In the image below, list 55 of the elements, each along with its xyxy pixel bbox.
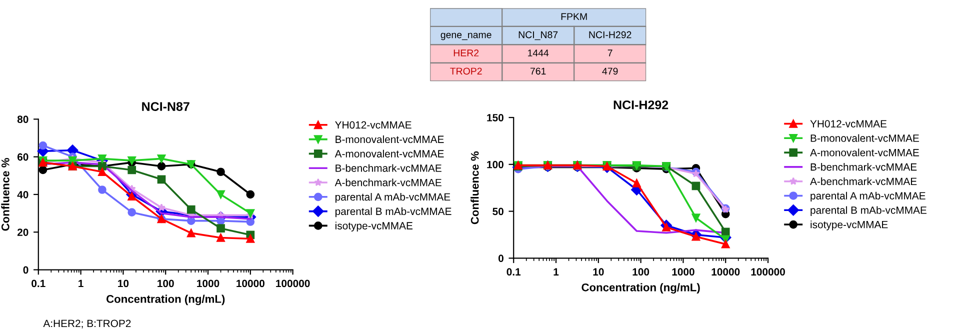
chart-title: NCI-H292 [614,100,668,110]
legend-label: A-monovalent-vcMMAE [810,148,919,156]
x-tick-label: 10000 [236,280,264,288]
y-tick-label: HER2 [454,50,479,56]
y-axis-title: Confluence % [1,158,10,231]
data-label: 7 [608,50,612,56]
y-tick-label: 0 [23,266,28,274]
text: A:HER2; B:TROP2 [43,320,131,328]
x-tick-label: 1000 [672,268,694,276]
x-tick-label: 0.1 [506,268,521,276]
x-tick-label: 0.1 [32,280,46,288]
x-tick-label: 10 [118,280,129,288]
legend-label: A-benchmark-vcMMAE [334,178,442,186]
x-tick-label: 100 [158,280,174,288]
legend-label: B-benchmark-vcMMAE [336,164,442,172]
x-tick-label: 1 [554,268,559,276]
x-tick-label: 10 [593,268,604,276]
x-tick-label: 100000 [751,268,785,276]
legend-label: B-monovalent-vcMMAE [336,135,444,144]
legend-label: YH012-vcMMAE [810,120,887,128]
chart-title: NCI-N87 [142,102,190,111]
x-tick-label: 1 [78,280,84,288]
y-axis-title: gene_name [440,32,492,40]
x-tick-label: 100000 [276,280,310,288]
chart-title: FPKM [561,13,587,20]
legend-label: A-benchmark-vcMMAE [810,177,917,186]
legend-label: parental B mAb-vcMMAE [335,207,452,218]
x-tick-label: 1000 [197,280,220,288]
legend-label: B-benchmark-vcMMAE [810,163,917,171]
legend-label: parental B mAb-vcMMAE [810,206,926,216]
legend-label: isotype-vcMMAE [336,222,412,232]
y-tick-label: TROP2 [450,68,482,75]
y-tick-label: 0 [498,254,504,262]
data-label: 761 [530,68,546,75]
legend-label: YH012-vcMMAE [335,121,412,129]
y-tick-label: 150 [487,114,504,122]
legend-label: B-monovalent-vcMMAE [810,134,919,142]
y-tick-label: 20 [17,228,28,236]
legend-label: parental A mAb-vcMMAE [335,192,450,203]
legend-label: A-monovalent-vcMMAE [334,150,444,158]
y-axis-title: Confluence % [470,151,479,224]
x-tick-label: NCI_N87 [518,31,558,40]
x-axis-title: Concentration (ng/mL) [582,283,700,294]
y-tick-label: 40 [17,190,28,198]
data-label: 1444 [528,50,549,56]
x-tick-label: 100 [632,268,650,276]
legend-label: isotype-vcMMAE [810,220,888,230]
y-tick-label: 60 [17,153,28,161]
x-tick-label: 10000 [712,268,740,276]
legend-label: parental A mAb-vcMMAE [810,192,926,202]
y-tick-label: 80 [17,116,28,124]
y-tick-label: 50 [492,208,504,216]
x-axis-title: Concentration (ng/mL) [106,294,225,306]
y-tick-label: 100 [487,160,504,168]
data-label: 479 [602,68,618,75]
